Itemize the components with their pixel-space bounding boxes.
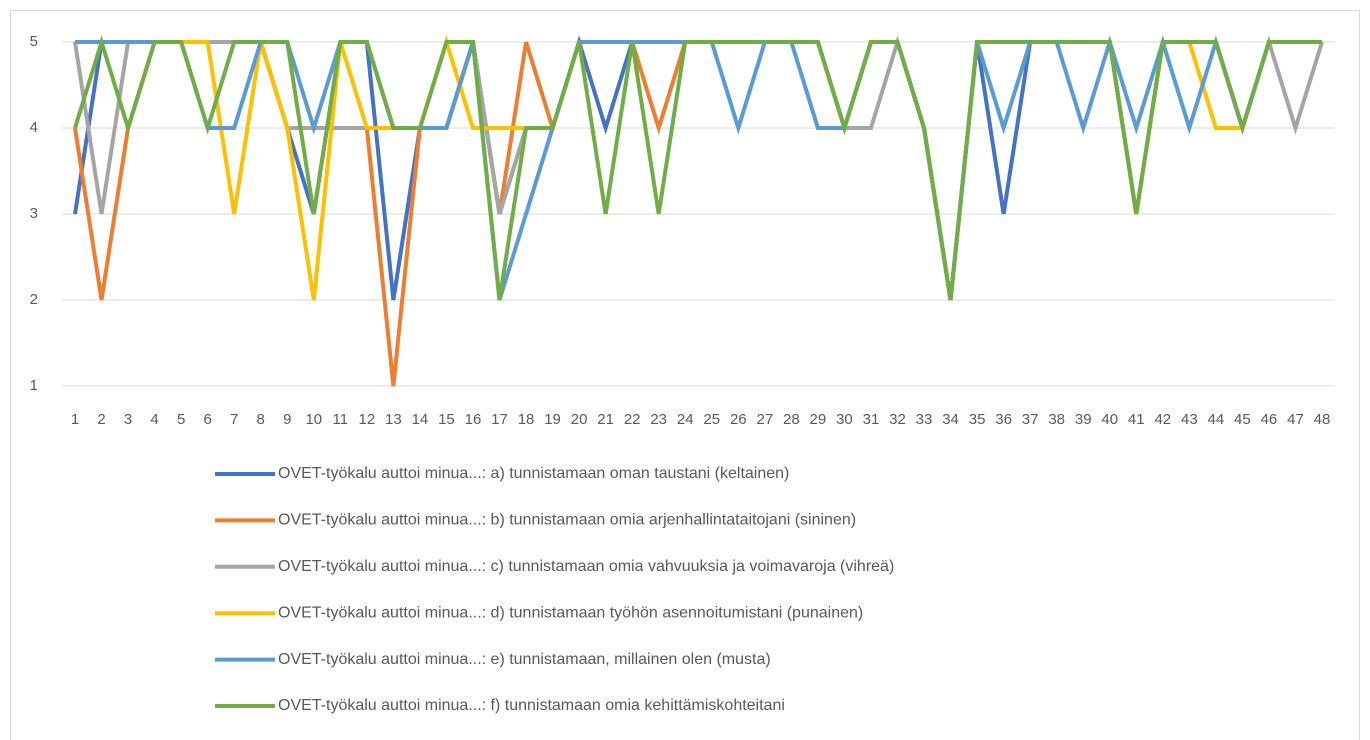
x-tick-label: 35 bbox=[969, 411, 986, 428]
x-tick-label: 2 bbox=[97, 411, 105, 428]
x-tick-label: 21 bbox=[597, 411, 614, 428]
x-tick-label: 40 bbox=[1101, 411, 1118, 428]
legend-label: OVET-työkalu auttoi minua...: b) tunnist… bbox=[278, 512, 856, 529]
x-tick-label: 10 bbox=[305, 411, 322, 428]
x-tick-label: 15 bbox=[438, 411, 455, 428]
x-tick-label: 16 bbox=[465, 411, 482, 428]
x-tick-label: 20 bbox=[571, 411, 588, 428]
x-tick-label: 27 bbox=[756, 411, 773, 428]
x-tick-label: 23 bbox=[650, 411, 667, 428]
x-tick-label: 12 bbox=[359, 411, 376, 428]
y-tick-label: 2 bbox=[30, 291, 38, 308]
x-tick-label: 28 bbox=[783, 411, 800, 428]
legend-label: OVET-työkalu auttoi minua...: d) tunnist… bbox=[278, 604, 863, 621]
x-tick-label: 4 bbox=[150, 411, 158, 428]
x-tick-label: 24 bbox=[677, 411, 694, 428]
legend-label: OVET-työkalu auttoi minua...: a) tunnist… bbox=[278, 465, 789, 482]
x-tick-label: 8 bbox=[257, 411, 265, 428]
x-tick-label: 19 bbox=[544, 411, 561, 428]
x-tick-label: 30 bbox=[836, 411, 853, 428]
chart-border bbox=[10, 10, 1360, 740]
x-tick-label: 43 bbox=[1181, 411, 1198, 428]
x-tick-label: 47 bbox=[1287, 411, 1304, 428]
x-tick-label: 33 bbox=[916, 411, 933, 428]
x-tick-label: 22 bbox=[624, 411, 641, 428]
x-tick-label: 32 bbox=[889, 411, 906, 428]
x-tick-label: 3 bbox=[124, 411, 132, 428]
x-tick-label: 5 bbox=[177, 411, 185, 428]
legend-label: OVET-työkalu auttoi minua...: e) tunnist… bbox=[278, 651, 771, 668]
x-tick-label: 41 bbox=[1128, 411, 1145, 428]
x-tick-label: 45 bbox=[1234, 411, 1251, 428]
y-tick-label: 1 bbox=[30, 377, 38, 394]
x-tick-label: 46 bbox=[1261, 411, 1278, 428]
y-tick-label: 3 bbox=[30, 205, 38, 222]
x-tick-label: 13 bbox=[385, 411, 402, 428]
x-tick-label: 18 bbox=[518, 411, 535, 428]
x-tick-label: 9 bbox=[283, 411, 291, 428]
x-tick-label: 17 bbox=[491, 411, 508, 428]
x-tick-label: 1 bbox=[71, 411, 79, 428]
x-tick-label: 39 bbox=[1075, 411, 1092, 428]
x-tick-label: 34 bbox=[942, 411, 959, 428]
x-tick-label: 48 bbox=[1314, 411, 1331, 428]
x-tick-label: 38 bbox=[1048, 411, 1065, 428]
x-tick-label: 7 bbox=[230, 411, 238, 428]
x-tick-label: 26 bbox=[730, 411, 747, 428]
x-tick-label: 29 bbox=[810, 411, 827, 428]
series-line bbox=[73, 35, 1322, 301]
legend-label: OVET-työkalu auttoi minua...: c) tunnist… bbox=[278, 558, 894, 575]
x-tick-label: 44 bbox=[1208, 411, 1225, 428]
x-tick-label: 14 bbox=[412, 411, 429, 428]
y-tick-label: 4 bbox=[30, 119, 38, 136]
x-tick-label: 42 bbox=[1154, 411, 1171, 428]
x-tick-label: 37 bbox=[1022, 411, 1039, 428]
x-tick-label: 31 bbox=[863, 411, 880, 428]
legend-label: OVET-työkalu auttoi minua...: f) tunnist… bbox=[278, 697, 785, 714]
x-tick-label: 11 bbox=[333, 411, 349, 428]
x-tick-label: 25 bbox=[703, 411, 720, 428]
x-tick-label: 36 bbox=[995, 411, 1012, 428]
y-tick-label: 5 bbox=[30, 33, 38, 50]
x-tick-label: 6 bbox=[203, 411, 211, 428]
